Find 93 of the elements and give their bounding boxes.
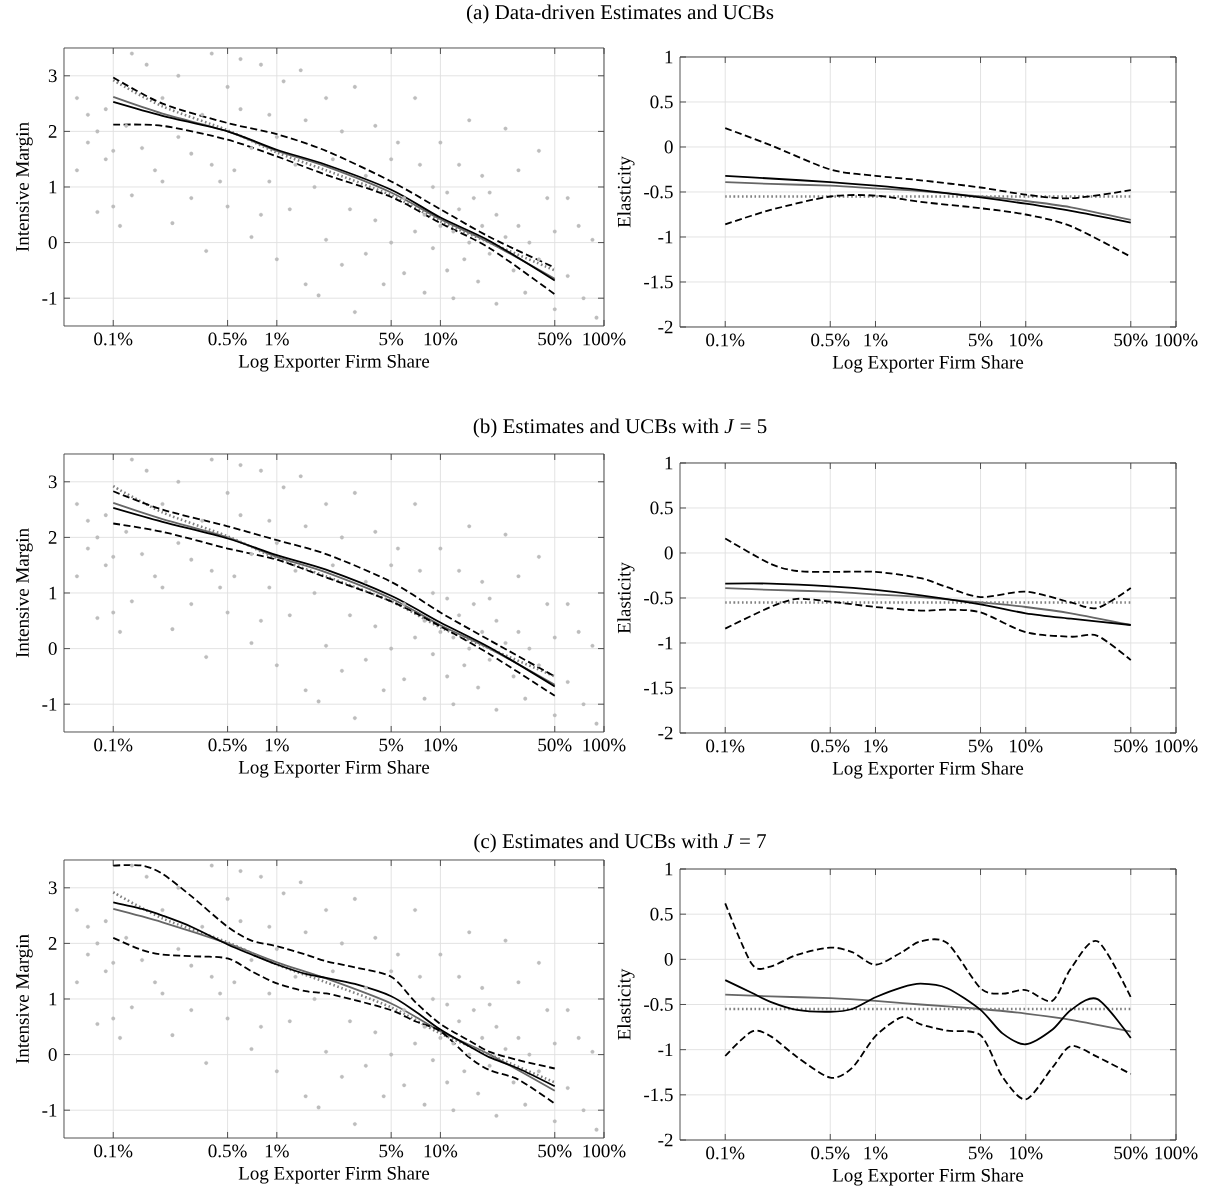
x-tick-label: 10% xyxy=(1010,333,1043,347)
y-tick-label: 0 xyxy=(48,642,57,656)
x-tick-label: 0.5% xyxy=(811,1146,850,1160)
x-tick-label: 50% xyxy=(1114,1146,1148,1160)
y-tick-label: -0.5 xyxy=(644,998,673,1011)
y-tick-label: 1 xyxy=(49,992,57,1006)
y-axis-title: Intensive Margin xyxy=(16,528,33,658)
y-tick-label: 0 xyxy=(664,952,673,966)
x-tick-label: 1% xyxy=(265,738,289,752)
x-tick-label: 1% xyxy=(864,1146,888,1160)
y-tick-label: -1 xyxy=(42,697,57,711)
y-tick-label: 0.5 xyxy=(650,501,673,515)
y-tick-label: 1 xyxy=(665,50,673,64)
y-tick-label: -1 xyxy=(42,291,57,305)
y-tick-label: -1 xyxy=(42,1103,57,1117)
y-tick-label: -1 xyxy=(658,230,673,244)
x-axis-title: Log Exporter Firm Share xyxy=(832,761,1024,779)
x-tick-label: 5% xyxy=(968,333,993,347)
y-tick-label: -2 xyxy=(658,320,673,334)
y-tick-label: -1.5 xyxy=(644,1088,673,1102)
x-tick-label: 0.1% xyxy=(94,1144,133,1158)
y-tick-label: 0 xyxy=(664,140,673,154)
y-tick-label: -1 xyxy=(658,636,673,650)
y-axis-title: Intensive Margin xyxy=(16,934,33,1064)
y-tick-label: -1 xyxy=(658,1043,673,1056)
y-tick-label: 0 xyxy=(664,546,673,560)
y-tick-label: 1 xyxy=(49,180,57,194)
y-tick-label: -1.5 xyxy=(644,681,673,695)
y-tick-label: 2 xyxy=(48,531,57,544)
x-tick-label: 0.5% xyxy=(208,1144,247,1158)
x-tick-label: 100% xyxy=(1155,333,1198,347)
x-tick-label: 5% xyxy=(379,332,404,346)
x-tick-label: 50% xyxy=(538,1144,572,1158)
y-tick-label: 1 xyxy=(665,862,673,876)
x-tick-label: 1% xyxy=(265,332,289,346)
x-tick-label: 0.5% xyxy=(208,332,247,346)
x-tick-label: 50% xyxy=(1114,739,1148,753)
x-tick-label: 100% xyxy=(1155,739,1198,753)
x-tick-label: 1% xyxy=(265,1144,289,1158)
x-tick-label: 10% xyxy=(1010,1146,1043,1160)
x-tick-label: 0.1% xyxy=(94,738,133,752)
y-axis-title: Intensive Margin xyxy=(16,122,33,252)
x-tick-label: 1% xyxy=(864,739,888,753)
x-tick-label: 0.5% xyxy=(208,738,247,752)
x-axis-title: Log Exporter Firm Share xyxy=(238,760,430,778)
x-tick-label: 0.5% xyxy=(811,739,850,753)
y-tick-label: 0.5 xyxy=(650,907,673,921)
x-tick-label: 0.1% xyxy=(94,332,133,346)
x-tick-label: 10% xyxy=(424,1144,458,1158)
x-tick-label: 10% xyxy=(424,332,458,346)
x-tick-label: 10% xyxy=(424,738,458,752)
x-tick-label: 100% xyxy=(583,332,626,346)
y-tick-label: -0.5 xyxy=(644,185,673,199)
x-tick-label: 0.1% xyxy=(706,1146,745,1160)
y-axis-title: Elasticity xyxy=(617,562,635,634)
y-tick-label: -1.5 xyxy=(644,275,673,289)
x-tick-label: 0.5% xyxy=(811,333,850,347)
x-tick-label: 5% xyxy=(379,1144,404,1158)
x-tick-label: 5% xyxy=(379,738,404,752)
y-axis-title: Elasticity xyxy=(617,156,635,228)
x-axis-title: Log Exporter Firm Share xyxy=(238,354,430,372)
x-tick-label: 5% xyxy=(968,739,993,753)
chart-title: (a) Data-driven Estimates and UCBs xyxy=(466,4,774,24)
chart-title: (b) Estimates and UCBs with J = 5 xyxy=(473,418,767,438)
y-tick-label: -2 xyxy=(658,726,673,740)
y-tick-label: 2 xyxy=(48,125,57,138)
y-tick-label: 0 xyxy=(48,1048,57,1062)
x-axis-title: Log Exporter Firm Share xyxy=(238,1166,430,1184)
x-axis-title: Log Exporter Firm Share xyxy=(832,1168,1024,1186)
x-tick-label: 100% xyxy=(583,738,626,752)
x-tick-label: 100% xyxy=(583,1144,626,1158)
y-tick-label: 0 xyxy=(48,236,57,249)
x-tick-label: 10% xyxy=(1010,739,1043,753)
y-tick-label: 1 xyxy=(49,586,57,600)
x-tick-label: 50% xyxy=(538,332,572,346)
y-tick-label: 3 xyxy=(48,475,57,489)
y-tick-label: -0.5 xyxy=(644,591,673,605)
y-tick-label: -2 xyxy=(658,1133,673,1147)
x-tick-label: 0.1% xyxy=(706,333,745,347)
x-tick-label: 5% xyxy=(968,1146,993,1160)
y-tick-label: 3 xyxy=(48,69,57,83)
y-tick-label: 1 xyxy=(665,456,673,470)
y-axis-title: Elasticity xyxy=(617,968,635,1040)
x-tick-label: 100% xyxy=(1155,1146,1198,1160)
x-tick-label: 1% xyxy=(864,333,888,347)
y-tick-label: 3 xyxy=(48,881,57,895)
y-tick-label: 2 xyxy=(48,937,57,950)
chart-title: (c) Estimates and UCBs with J = 7 xyxy=(474,833,766,853)
x-tick-label: 50% xyxy=(538,738,572,752)
y-tick-label: 0.5 xyxy=(650,95,673,109)
x-tick-label: 50% xyxy=(1114,333,1148,347)
x-axis-title: Log Exporter Firm Share xyxy=(832,355,1024,373)
x-tick-label: 0.1% xyxy=(706,739,745,753)
